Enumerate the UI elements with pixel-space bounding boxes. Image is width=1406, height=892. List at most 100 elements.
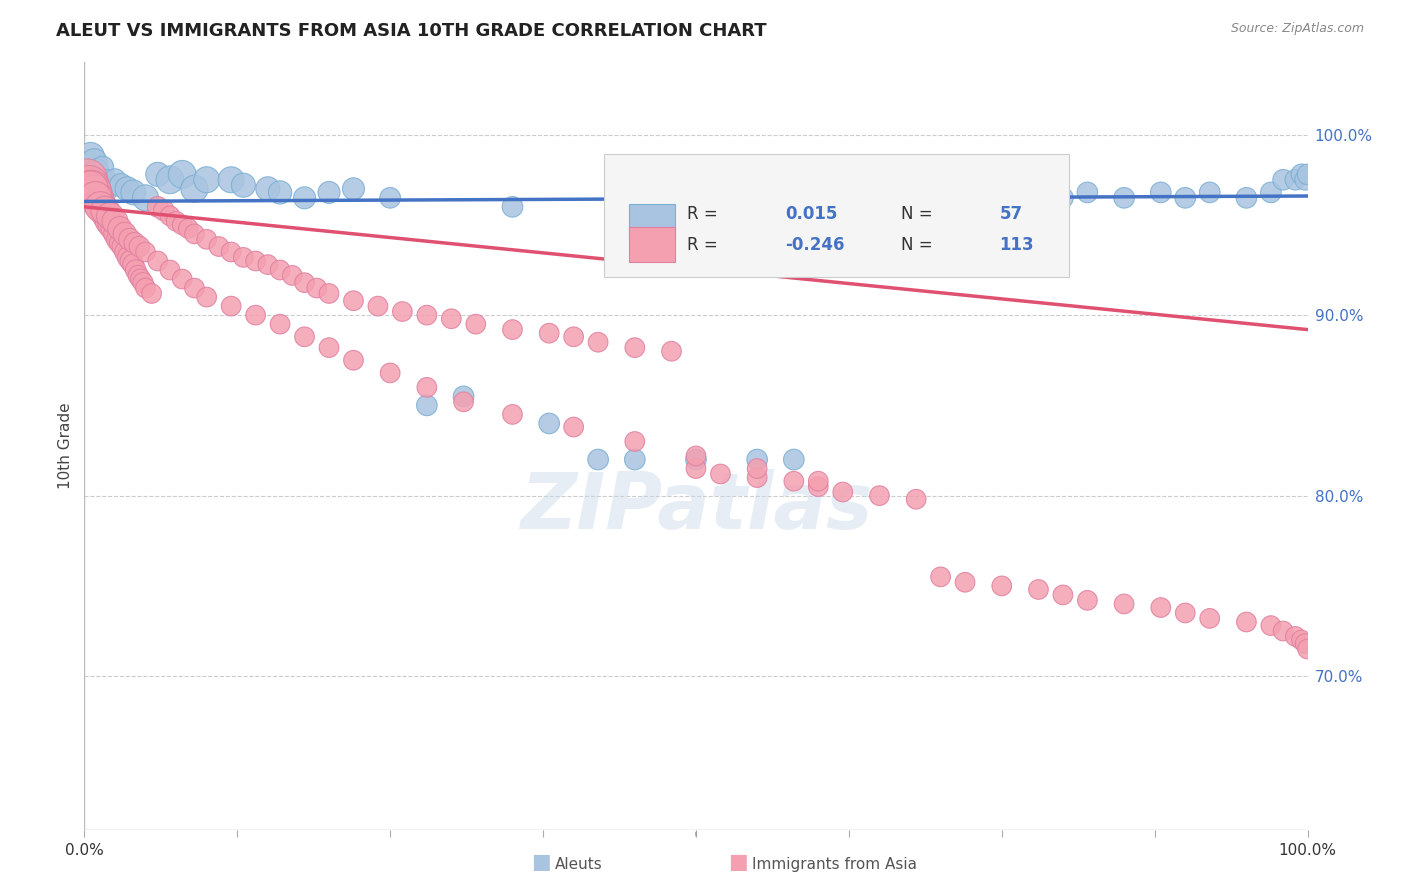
Point (905, 191, 928, 205)
Point (159, 173, 181, 187)
Point (586, 452, 609, 467)
Point (91, 160, 114, 174)
Point (709, 467, 731, 481)
Point (416, 398, 439, 412)
Point (807, 186, 830, 200)
Text: 0.015: 0.015 (786, 204, 838, 223)
Point (1052, 191, 1074, 205)
Point (502, 322, 524, 336)
Bar (628, 227, 675, 262)
Point (747, 452, 769, 467)
Point (502, 408, 524, 422)
Point (1294, 637, 1316, 651)
Point (586, 335, 609, 350)
Point (1076, 186, 1098, 200)
Point (953, 575, 976, 590)
Point (783, 452, 806, 467)
Point (245, 254, 267, 268)
Point (318, 186, 340, 200)
Point (624, 452, 647, 467)
Point (195, 290, 218, 304)
Point (103, 221, 125, 235)
Point (257, 258, 280, 272)
Point (318, 286, 340, 301)
Point (165, 214, 187, 228)
Point (89, 200, 111, 214)
Point (305, 281, 328, 295)
Point (1260, 618, 1282, 632)
Point (96, 209, 118, 223)
Point (97, 182, 120, 196)
Point (146, 254, 169, 268)
Point (77, 178, 100, 193)
Point (159, 263, 181, 277)
Point (120, 254, 142, 268)
Point (281, 268, 304, 283)
Point (440, 311, 463, 326)
Point (93, 203, 115, 218)
Point (127, 268, 149, 283)
Point (538, 326, 561, 341)
Point (1236, 615, 1258, 629)
Point (1198, 611, 1220, 625)
Point (502, 200, 524, 214)
Point (453, 394, 475, 409)
Point (219, 299, 242, 313)
FancyBboxPatch shape (605, 154, 1069, 277)
Point (183, 227, 205, 241)
Point (90, 200, 112, 214)
Point (905, 492, 928, 507)
Point (1284, 173, 1306, 187)
Point (115, 182, 138, 196)
Point (294, 191, 316, 205)
Point (367, 299, 389, 313)
Text: ■: ■ (531, 853, 551, 872)
Point (232, 178, 254, 193)
Point (183, 182, 205, 196)
Point (747, 470, 769, 484)
Point (86, 191, 108, 205)
Point (219, 244, 242, 259)
Point (269, 317, 291, 331)
Point (118, 232, 141, 246)
Point (1291, 167, 1313, 181)
Point (80, 182, 103, 196)
Point (117, 251, 139, 265)
Point (195, 173, 218, 187)
Point (172, 218, 194, 232)
Point (342, 293, 364, 308)
Point (208, 239, 231, 253)
Point (128, 239, 150, 253)
Text: N =: N = (901, 204, 938, 223)
Point (953, 191, 976, 205)
Point (991, 200, 1014, 214)
Point (1114, 191, 1136, 205)
Point (110, 235, 132, 250)
Point (84, 191, 107, 205)
Point (1150, 600, 1173, 615)
Text: ■: ■ (728, 853, 748, 872)
Point (464, 317, 486, 331)
Point (1296, 642, 1319, 657)
Text: -0.246: -0.246 (786, 235, 845, 253)
Point (269, 263, 291, 277)
Point (108, 221, 131, 235)
Point (1296, 167, 1319, 181)
Point (1028, 186, 1050, 200)
Point (1272, 173, 1295, 187)
Point (135, 281, 157, 295)
Point (177, 221, 200, 235)
Text: 57: 57 (1000, 204, 1022, 223)
Point (257, 182, 280, 196)
Text: ZIPatlas: ZIPatlas (520, 469, 872, 545)
Point (135, 244, 157, 259)
Point (1174, 191, 1197, 205)
Point (453, 389, 475, 403)
Point (79, 149, 101, 163)
Point (114, 227, 136, 241)
Point (110, 178, 132, 193)
Point (104, 214, 127, 228)
Point (135, 191, 157, 205)
Point (269, 186, 291, 200)
Point (661, 200, 683, 214)
